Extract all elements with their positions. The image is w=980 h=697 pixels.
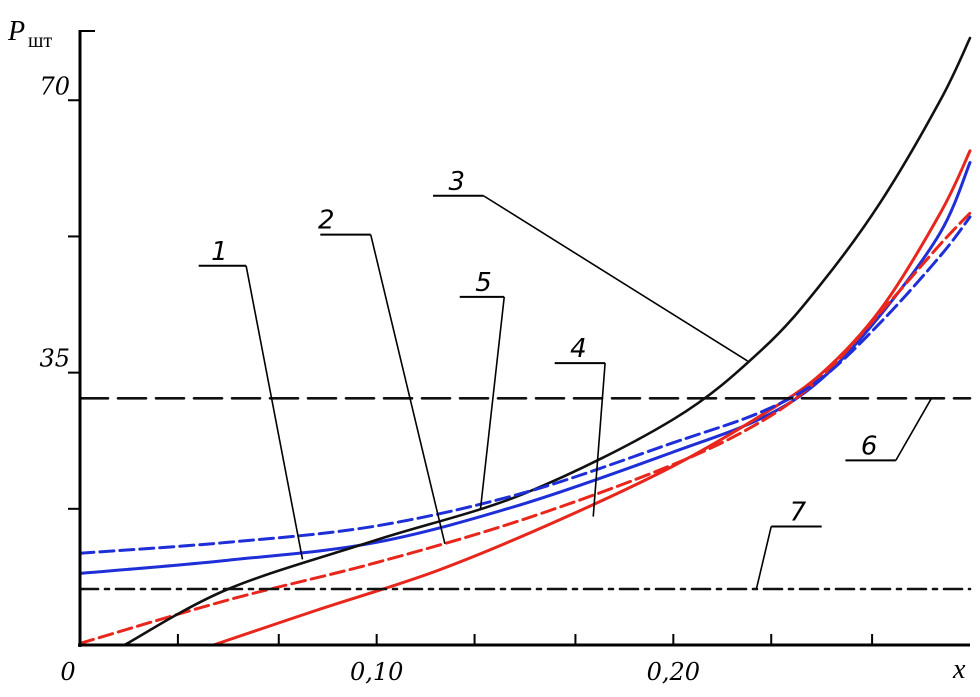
annotation-5-leader xyxy=(479,296,506,509)
y-tick-label: 70 xyxy=(39,72,70,100)
annotation-3-label: 3 xyxy=(448,167,465,197)
annotation-4-label: 4 xyxy=(570,334,587,364)
annotation-leaders: 1 2 3 5 4 6 7 xyxy=(198,167,933,590)
x-axis-title: x xyxy=(952,654,966,685)
y-axis-title: P xyxy=(7,16,25,47)
annotation-5-label: 5 xyxy=(475,268,492,298)
x-tick-label: 0,20 xyxy=(647,658,700,686)
annotation-2-leader xyxy=(369,234,446,545)
x-tick-label: 0,10 xyxy=(350,658,403,686)
x-tick-label: 0 xyxy=(60,658,75,686)
axes xyxy=(78,30,970,647)
annotation-1-label: 1 xyxy=(211,237,228,267)
annotation-2-label: 2 xyxy=(318,206,335,236)
series-s5-line xyxy=(78,215,972,555)
annotation-7-label: 7 xyxy=(790,497,807,527)
annotation-3-leader xyxy=(483,195,748,362)
series-s2-line xyxy=(78,211,972,645)
y-tick-label: 35 xyxy=(39,345,70,373)
annotation-6-label: 6 xyxy=(861,431,878,461)
series-s4-line xyxy=(212,149,972,647)
annotation-7-leader xyxy=(755,526,773,590)
series-s1-line xyxy=(78,161,972,575)
annotation-1-leader xyxy=(245,265,304,560)
y-axis-title-subscript: шт xyxy=(28,30,52,52)
annotation-4-leader xyxy=(592,363,606,517)
curves xyxy=(78,36,972,647)
series-s3-line xyxy=(123,36,972,647)
annotation-6-leader xyxy=(895,397,933,461)
